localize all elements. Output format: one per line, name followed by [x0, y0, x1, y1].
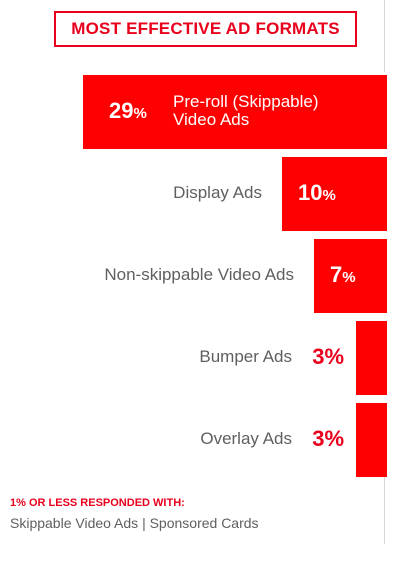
data-label-unit: %	[342, 269, 356, 286]
bar	[83, 75, 387, 149]
category-label: Non-skippable Video Ads	[104, 265, 294, 284]
data-label: 29%	[109, 98, 147, 124]
data-label-unit: %	[133, 105, 147, 122]
bar	[356, 403, 387, 477]
data-label-unit: %	[322, 187, 336, 204]
data-label: 3%	[312, 344, 344, 370]
data-label: 10%	[298, 180, 336, 206]
category-label: Overlay Ads	[200, 429, 292, 448]
bar	[314, 239, 387, 313]
data-label-number: 10	[298, 180, 323, 205]
data-label-number: 29	[109, 98, 134, 123]
bar	[282, 157, 387, 231]
data-label-unit: %	[324, 344, 344, 369]
data-label: 7%	[330, 262, 356, 288]
data-label: 3%	[312, 426, 344, 452]
category-label: Pre-roll (Skippable) Video Ads	[173, 92, 319, 129]
data-label-number: 7	[330, 262, 343, 287]
data-label-unit: %	[324, 426, 344, 451]
footnote-heading: 1% OR LESS RESPONDED WITH:	[10, 497, 185, 509]
data-label-number: 3	[312, 344, 325, 369]
chart-title: MOST EFFECTIVE AD FORMATS	[54, 11, 357, 47]
category-label: Display Ads	[173, 183, 262, 202]
category-label: Bumper Ads	[199, 347, 292, 366]
footnote-text: Skippable Video Ads | Sponsored Cards	[10, 515, 259, 531]
bar	[356, 321, 387, 395]
bottom-divider	[384, 470, 385, 544]
top-divider	[384, 0, 385, 72]
data-label-number: 3	[312, 426, 325, 451]
